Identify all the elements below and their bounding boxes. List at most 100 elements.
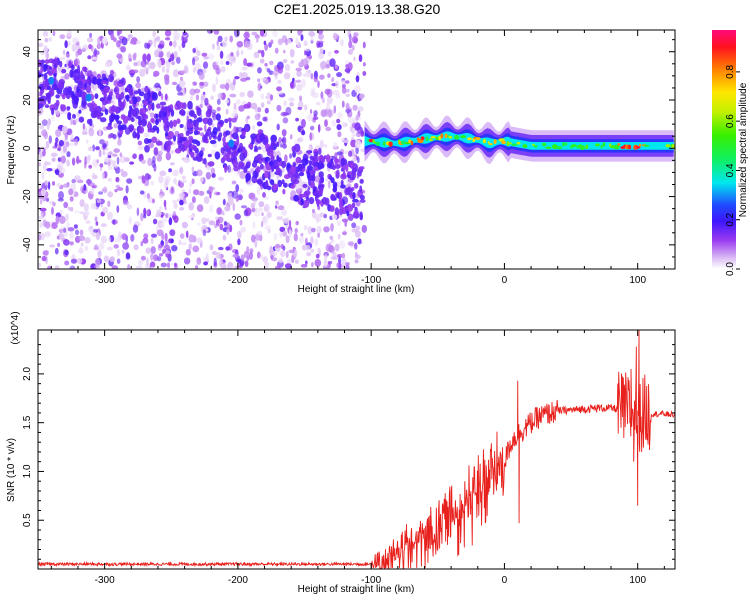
scatter-blob [254, 239, 258, 248]
trend-blob [102, 99, 108, 106]
trend-blob [244, 127, 249, 132]
trend-blob [186, 120, 190, 127]
scatter-blob [111, 265, 118, 269]
scatter-blob [300, 34, 304, 41]
scatter-blob [181, 242, 187, 246]
scatter-blob [46, 168, 53, 172]
scatter-blob [62, 145, 67, 153]
scatter-blob [149, 261, 156, 268]
scatter-blob [317, 232, 320, 238]
scatter-blob [93, 184, 98, 189]
scatter-blob [325, 126, 332, 132]
scatter-blob [249, 248, 254, 253]
scatter-blob [332, 32, 338, 40]
scatter-blob [161, 218, 168, 223]
scatter-blob [320, 61, 327, 70]
scatter-blob [239, 219, 243, 226]
scatter-blob [126, 178, 133, 184]
trend-blob [224, 118, 229, 124]
scatter-blob [214, 190, 217, 196]
scatter-blob [196, 237, 203, 244]
scatter-blob [64, 132, 69, 141]
scatter-blob [361, 224, 367, 233]
trend-blob [118, 79, 124, 84]
scatter-blob [127, 264, 131, 269]
trend-blob [308, 177, 311, 187]
carrier-peak [429, 138, 433, 142]
trend-blob [265, 179, 269, 187]
scatter-blob [68, 142, 75, 147]
scatter-blob [243, 250, 250, 259]
scatter-blob [212, 113, 217, 121]
trend-blob [43, 72, 48, 81]
scatter-blob [203, 261, 209, 266]
scatter-blob [166, 262, 171, 269]
trend-blob [346, 204, 354, 212]
scatter-blob [229, 35, 233, 43]
scatter-blob [310, 87, 316, 94]
scatter-blob [95, 221, 99, 226]
scatter-blob [141, 175, 146, 184]
scatter-blob [231, 117, 237, 123]
trend-blob [172, 119, 177, 128]
scatter-blob [246, 62, 253, 67]
scatter-blob [324, 119, 328, 127]
scatter-blob [188, 215, 194, 219]
trend-blob [51, 67, 57, 74]
scatter-blob [54, 247, 59, 255]
scatter-blob [117, 30, 123, 35]
scatter-blob [356, 156, 360, 164]
scatter-blob [323, 226, 330, 233]
scatter-blob [344, 68, 351, 73]
scatter-blob [47, 181, 51, 190]
scatter-blob [320, 91, 324, 100]
scatter-blob [178, 79, 186, 88]
carrier-peak [638, 143, 642, 147]
scatter-blob [64, 40, 68, 49]
scatter-blob [208, 220, 216, 226]
trend-blob [180, 137, 187, 142]
scatter-blob [48, 37, 52, 42]
scatter-blob [313, 76, 318, 83]
scatter-blob [256, 186, 261, 196]
scatter-blob [276, 123, 280, 131]
trend-blob [112, 114, 117, 120]
scatter-blob [303, 225, 308, 231]
scatter-blob [57, 157, 62, 163]
scatter-blob [77, 48, 83, 56]
scatter-blob [305, 260, 308, 265]
scatter-blob [50, 152, 58, 157]
carrier-peak [400, 140, 406, 145]
scatter-blob [311, 262, 314, 268]
trend-blob [272, 183, 279, 191]
scatter-blob [98, 149, 102, 158]
scatter-blob [100, 235, 108, 244]
scatter-blob [107, 191, 114, 198]
scatter-blob [179, 70, 187, 74]
trend-blob [271, 164, 275, 172]
trend-blob [256, 178, 263, 185]
scatter-blob [272, 251, 278, 256]
scatter-blob [137, 175, 143, 180]
scatter-blob [303, 40, 308, 47]
trend-blob [270, 155, 275, 162]
scatter-blob [51, 181, 56, 186]
trend-blob [307, 150, 311, 155]
scatter-blob [211, 123, 215, 128]
trend-blob [179, 124, 184, 128]
scatter-blob [38, 181, 42, 187]
scatter-blob [354, 251, 358, 257]
scatter-blob [330, 223, 334, 232]
trend-blob [290, 184, 295, 189]
scatter-blob [57, 242, 61, 247]
scatter-blob [332, 89, 340, 96]
trend-blob [96, 73, 102, 79]
scatter-blob [339, 240, 346, 249]
carrier-peak [600, 145, 603, 149]
scatter-blob [116, 53, 123, 59]
trend-blob [266, 185, 272, 191]
trend-blob [256, 154, 262, 161]
scatter-blob [122, 199, 129, 206]
trend-blob [147, 121, 151, 130]
scatter-blob [87, 146, 94, 152]
